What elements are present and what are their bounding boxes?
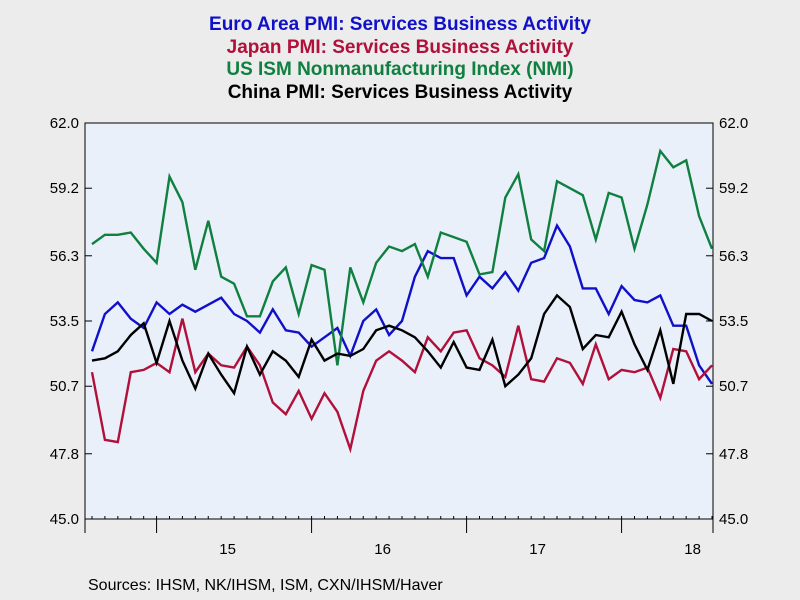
y-axis-right: 62.0 59.2 56.3 53.5 50.7 47.8 45.0 — [706, 115, 748, 528]
x-tick-label: 16 — [374, 541, 391, 558]
y-tick-label-left: 45.0 — [50, 511, 79, 528]
y-tick-label-left: 56.3 — [50, 248, 79, 265]
chart-titles: Euro Area PMI: Services Business Activit… — [0, 14, 800, 104]
japan-series-line — [90, 318, 713, 454]
y-tick-label-right: 62.0 — [719, 115, 748, 132]
us-ism-series-line — [91, 148, 714, 366]
y-tick-label-right: 50.7 — [719, 378, 748, 395]
y-tick-label-right: 45.0 — [719, 511, 748, 528]
x-tick-label: 17 — [529, 541, 546, 558]
y-axis-left: 62.0 59.2 56.3 53.5 50.7 47.8 45.0 — [50, 115, 92, 528]
euro-area-series-line — [90, 222, 713, 385]
x-tick-label: 18 — [684, 541, 701, 558]
series-layer — [90, 148, 714, 454]
y-tick-label-right: 56.3 — [719, 248, 748, 265]
y-tick-label-right: 47.8 — [719, 446, 748, 463]
y-tick-label-left: 62.0 — [50, 115, 79, 132]
title-japan: Japan PMI: Services Business Activity — [226, 36, 574, 58]
y-tick-label-right: 53.5 — [719, 313, 748, 330]
title-china: China PMI: Services Business Activity — [227, 81, 573, 103]
y-tick-label-left: 53.5 — [50, 313, 79, 330]
title-us: US ISM Nonmanufacturing Index (NMI) — [226, 59, 574, 80]
y-tick-label-left: 47.8 — [50, 446, 79, 463]
source-note: Sources: IHSM, NK/IHSM, ISM, CXN/IHSM/Ha… — [88, 577, 443, 594]
china-series-line — [91, 293, 713, 396]
y-tick-label-left: 59.2 — [50, 180, 79, 197]
x-axis: 15 16 17 18 — [84, 516, 714, 558]
plot-area — [84, 122, 714, 520]
y-tick-label-left: 50.7 — [50, 378, 79, 395]
y-tick-label-right: 59.2 — [719, 180, 748, 197]
title-euro: Euro Area PMI: Services Business Activit… — [209, 14, 591, 35]
x-tick-label: 15 — [219, 541, 236, 558]
